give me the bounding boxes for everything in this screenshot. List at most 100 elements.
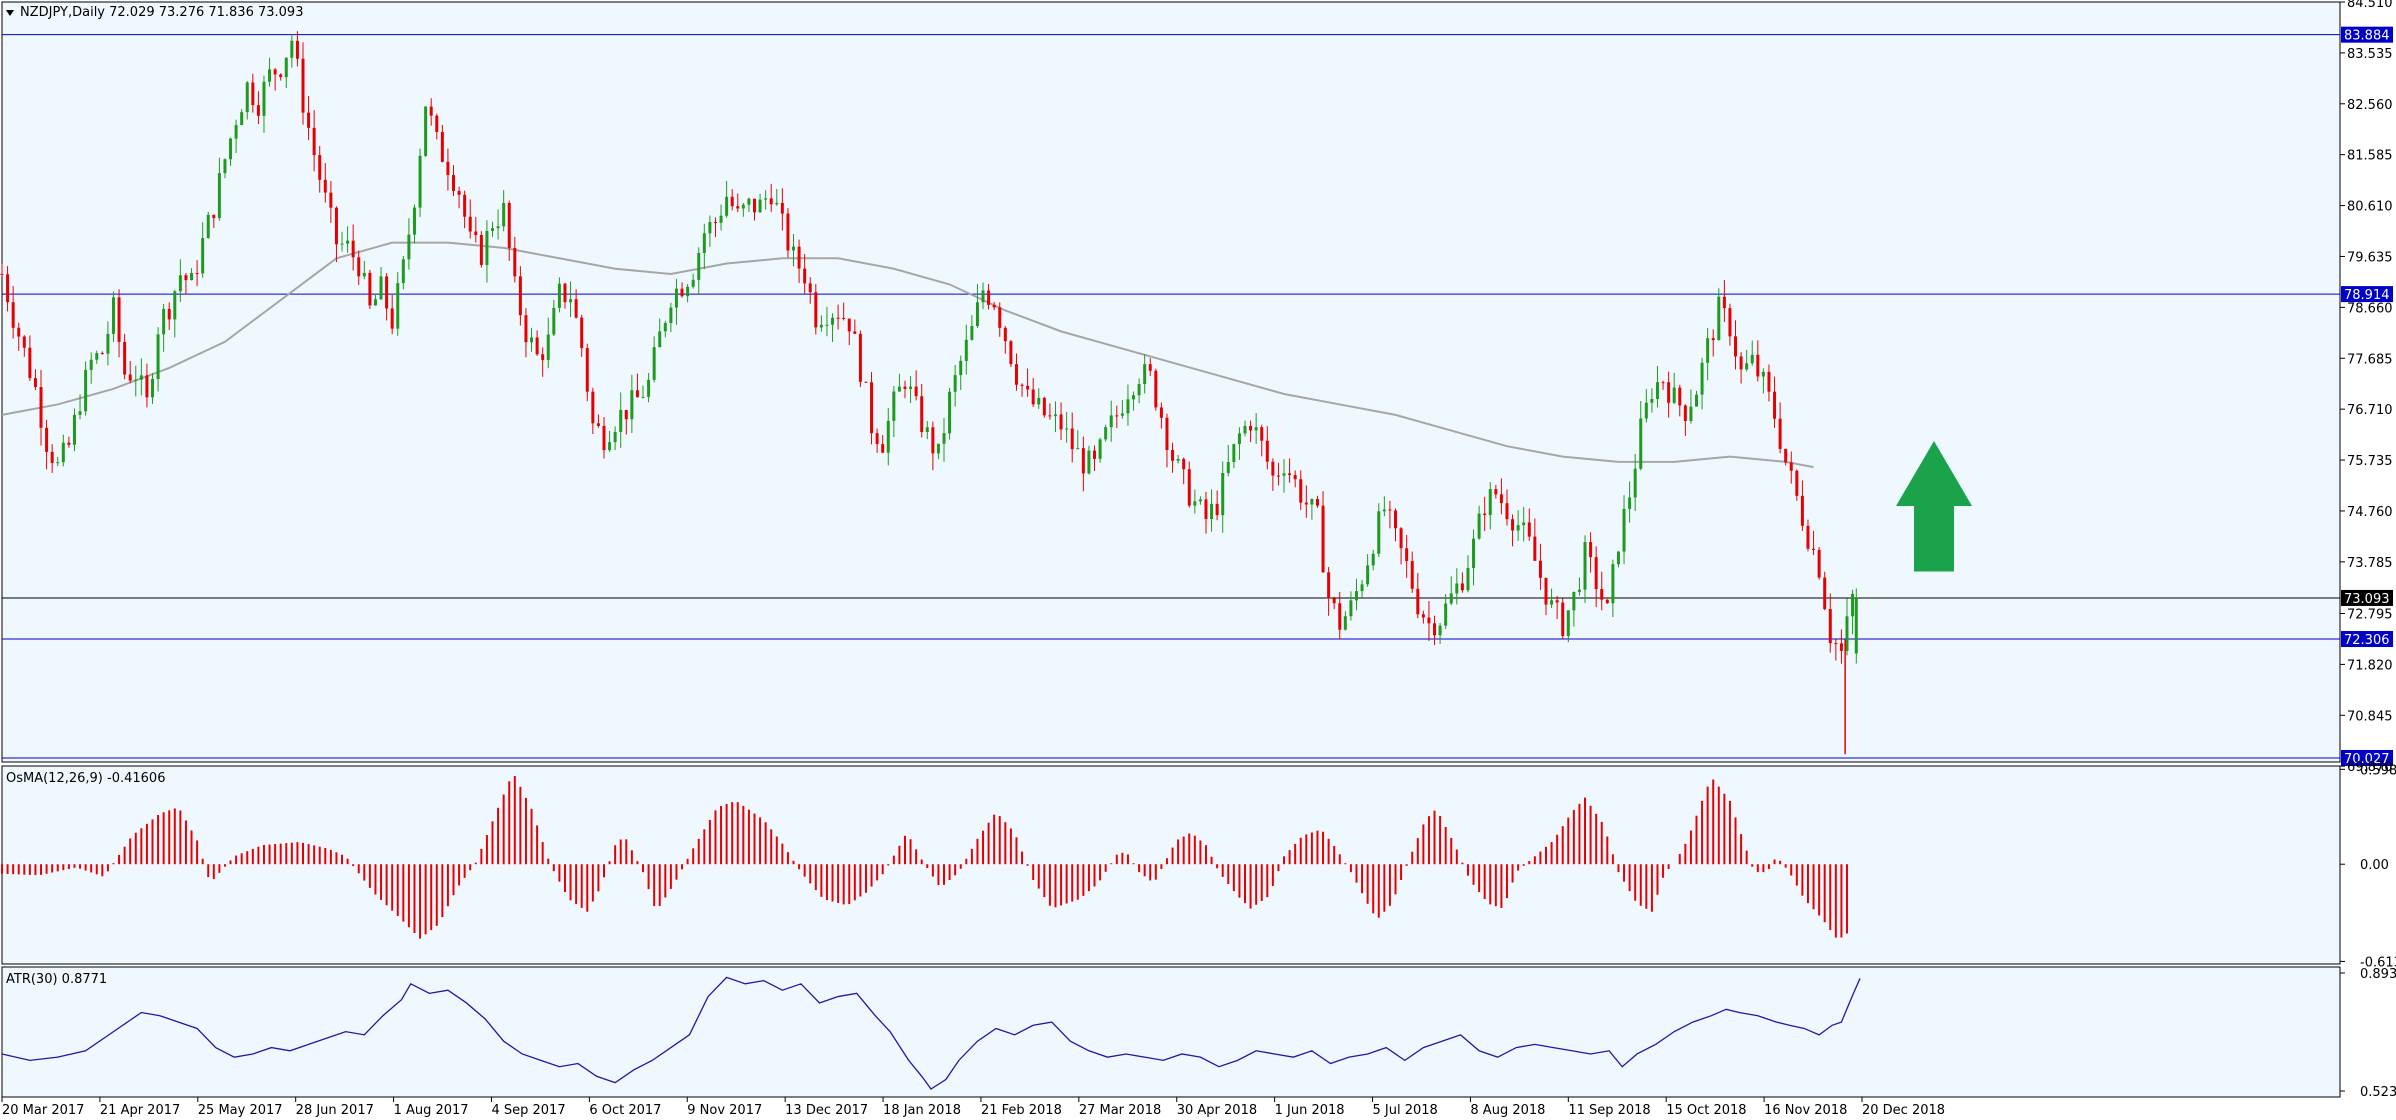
- candle-body: [1382, 509, 1386, 512]
- candle-body: [1132, 395, 1136, 400]
- date-tick-label: 8 Aug 2018: [1470, 1103, 1545, 1118]
- candle-body: [1354, 591, 1358, 601]
- candle-body: [1377, 511, 1381, 554]
- candle-body: [273, 69, 277, 75]
- candle-body: [1232, 444, 1236, 463]
- candle-body: [1683, 405, 1687, 421]
- price-tick-label: 74.760: [2347, 505, 2393, 520]
- candle-body: [936, 443, 940, 454]
- candle-body: [1589, 542, 1593, 558]
- candle-body: [1828, 609, 1832, 644]
- candle-body: [385, 276, 389, 309]
- candle-body: [1778, 418, 1782, 449]
- candle-body: [730, 196, 734, 207]
- candle-body: [1566, 610, 1570, 636]
- candle-body: [167, 308, 171, 320]
- candle-body: [463, 194, 467, 217]
- candle-body: [1421, 614, 1425, 618]
- candle-body: [797, 246, 801, 269]
- atr-panel[interactable]: [1, 966, 2341, 1098]
- candle-body: [1433, 623, 1437, 636]
- candle-body: [284, 57, 288, 78]
- candle-body: [418, 155, 422, 208]
- candle-body: [156, 334, 160, 379]
- price-tick-label: 79.635: [2347, 250, 2393, 265]
- candlesticks: [0, 31, 1858, 755]
- candle-body: [429, 106, 433, 116]
- candle-body: [1371, 553, 1375, 566]
- candle-body: [1076, 448, 1080, 450]
- candle-body: [1154, 370, 1158, 408]
- candle-body: [1767, 371, 1771, 392]
- date-tick-label: 20 Dec 2018: [1862, 1103, 1945, 1118]
- candle-body: [886, 420, 890, 453]
- candle-body: [72, 414, 76, 445]
- candle-body: [184, 275, 188, 281]
- candle-body: [1594, 557, 1598, 590]
- candle-body: [1550, 600, 1554, 605]
- candle-body: [814, 292, 818, 328]
- candle-body: [557, 283, 561, 308]
- candle-body: [1544, 577, 1548, 605]
- candle-body: [1081, 448, 1085, 474]
- candle-body: [1650, 398, 1654, 403]
- level-label-text: 72.306: [2344, 633, 2390, 648]
- candle-body: [1605, 599, 1609, 604]
- candle-body: [792, 246, 796, 251]
- candle-body: [635, 390, 639, 398]
- candle-body: [825, 324, 829, 326]
- date-axis: 20 Mar 2017 21 Apr 2017 25 May 2017 28 Jun …: [1, 1097, 1945, 1118]
- atr-line: [1, 976, 1861, 1090]
- level-label-box: [2341, 631, 2393, 648]
- price-panel[interactable]: [1, 1, 2341, 763]
- candle-body: [89, 359, 93, 370]
- candle-body: [1823, 577, 1827, 610]
- candle-body: [942, 433, 946, 444]
- candle-body: [847, 318, 851, 332]
- candle-body: [1176, 458, 1180, 461]
- candle-body: [1254, 427, 1258, 431]
- candle-body: [178, 275, 182, 292]
- candle-body: [1845, 616, 1849, 651]
- candle-body: [530, 337, 534, 343]
- candle-body: [1037, 397, 1041, 405]
- candle-body: [1655, 382, 1659, 399]
- candle-body: [591, 391, 595, 424]
- candle-body: [652, 347, 656, 380]
- candle-body: [234, 125, 238, 139]
- candle-body: [658, 331, 662, 348]
- level-label-text: 83.884: [2344, 29, 2390, 44]
- candle-body: [1299, 479, 1303, 503]
- up-arrow-annotation[interactable]: [1896, 440, 1972, 572]
- level-label-box: [2341, 286, 2393, 303]
- candle-body: [998, 307, 1002, 328]
- candle-body: [1204, 499, 1208, 519]
- candle-body: [1137, 384, 1141, 396]
- candle-body: [1098, 439, 1102, 459]
- candle-body: [780, 202, 784, 214]
- date-tick-label: 1 Jun 2018: [1275, 1103, 1345, 1118]
- candle-body: [970, 326, 974, 340]
- candle-body: [351, 240, 355, 258]
- candle-body: [407, 234, 411, 260]
- candle-body: [975, 302, 979, 327]
- candle-body: [647, 379, 651, 397]
- candle-body: [680, 288, 684, 297]
- candle-body: [1555, 600, 1559, 603]
- candle-body: [412, 207, 416, 235]
- candle-body: [736, 206, 740, 209]
- candle-body: [162, 308, 166, 335]
- candle-body: [1215, 503, 1219, 516]
- triangle-down-icon[interactable]: [6, 10, 14, 16]
- candle-body: [713, 222, 717, 224]
- candle-body: [914, 386, 918, 397]
- candle-body: [964, 339, 968, 361]
- candle-body: [1366, 565, 1370, 585]
- candle-body: [819, 324, 823, 328]
- candle-body: [1628, 497, 1632, 509]
- candle-body: [290, 40, 294, 58]
- date-tick-label: 9 Nov 2017: [687, 1103, 762, 1118]
- candle-body: [925, 427, 929, 433]
- candle-body: [1639, 418, 1643, 469]
- candle-body: [117, 297, 121, 342]
